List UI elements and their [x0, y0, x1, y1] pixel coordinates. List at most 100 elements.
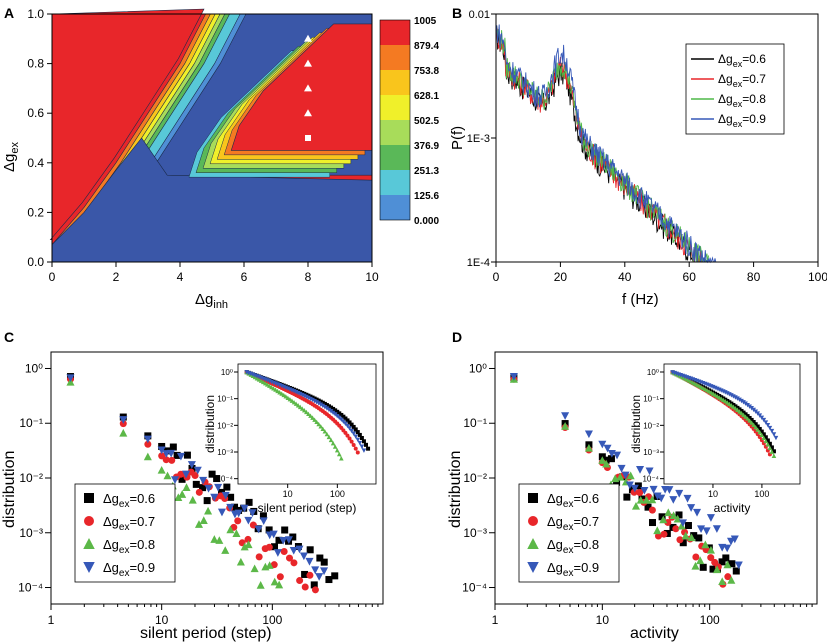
- square-marker: [305, 135, 311, 141]
- square-marker: [763, 435, 768, 440]
- square-marker: [728, 560, 736, 568]
- legend-sub: ex: [733, 99, 743, 109]
- circle-marker: [664, 518, 672, 526]
- triangle-down-marker: [244, 516, 253, 525]
- square-marker: [213, 475, 221, 483]
- square-marker: [648, 519, 656, 527]
- square-marker: [751, 420, 756, 425]
- triangle-down-marker: [734, 561, 743, 570]
- colorbar-label: 376.9: [414, 141, 439, 152]
- square-marker: [767, 441, 772, 446]
- triangle-up-marker: [302, 408, 307, 413]
- legend-value: =0.9: [742, 112, 766, 126]
- square-marker: [169, 443, 177, 451]
- triangle-down-marker: [312, 398, 317, 404]
- triangle-down-marker: [730, 535, 739, 544]
- x-tick-label: 10: [596, 613, 610, 627]
- panel-a-heatmap: 0 2 4 6 8 10 0.0 0.2 0.4 0.6 0.8 1.0 Δginh Δgex 100…: [1, 7, 439, 311]
- triangle-down-marker: [347, 426, 352, 431]
- colorbar-label: 0.000: [414, 216, 439, 227]
- triangle-down-marker: [311, 566, 320, 575]
- y-tick-label: 0.0: [27, 255, 44, 269]
- y-tick-label: 10⁻⁴: [462, 581, 487, 595]
- legend-sub: ex: [563, 499, 574, 510]
- x-tick-label: 4: [177, 270, 184, 284]
- legend-sub: ex: [119, 522, 130, 533]
- triangle-up-marker: [182, 483, 191, 491]
- x-tick-label: 1: [48, 613, 55, 627]
- triangle-down-marker: [199, 476, 208, 485]
- x-tick-label: 60: [683, 270, 697, 284]
- legend-name: Δg: [718, 92, 733, 106]
- triangle-down-marker: [170, 476, 180, 484]
- square-marker: [634, 482, 642, 490]
- panel-c-xlabel: silent period (step): [140, 625, 272, 642]
- triangle-up-marker: [648, 495, 657, 504]
- y-tick-label: 1E-4: [467, 257, 490, 269]
- triangle-up-marker: [767, 445, 773, 451]
- triangle-down-marker: [345, 423, 350, 429]
- colorbar-swatch: [380, 120, 410, 145]
- legend-label: Δgex=0.6: [718, 52, 766, 69]
- triangle-up-marker: [739, 410, 744, 416]
- colorbar-frame: [379, 19, 411, 221]
- x-tick-label: 1: [492, 613, 499, 627]
- triangle-down-marker: [630, 484, 639, 493]
- legend-sub: ex: [563, 568, 574, 579]
- square-marker: [312, 396, 317, 401]
- legend-name: Δg: [547, 514, 563, 529]
- x-tick-label: 20: [554, 270, 568, 284]
- triangle-up-marker: [250, 564, 259, 573]
- triangle-down-marker: [561, 412, 570, 420]
- square-marker: [341, 414, 346, 419]
- inset-x-tick-label: 10: [283, 489, 293, 499]
- square-marker: [355, 430, 360, 435]
- square-marker: [314, 397, 319, 402]
- colorbar-label: 502.5: [414, 116, 439, 127]
- triangle-down-marker: [315, 573, 324, 581]
- inset-y-tick-label: 10⁻⁴: [216, 475, 233, 484]
- square-marker: [208, 470, 216, 478]
- triangle-up-marker: [314, 419, 319, 424]
- square-marker: [695, 534, 703, 542]
- triangle-down-marker: [349, 428, 354, 434]
- triangle-up-marker: [299, 406, 305, 411]
- triangle-up-marker: [727, 576, 736, 584]
- circle-marker: [270, 561, 278, 569]
- triangle-down-marker: [640, 486, 649, 495]
- legend-sub: ex: [119, 499, 130, 510]
- circle-marker: [144, 440, 152, 448]
- square-marker: [361, 439, 366, 444]
- triangle-down-marker: [613, 451, 622, 460]
- triangle-up-marker: [753, 424, 758, 430]
- triangle-up-marker: [626, 471, 635, 480]
- circle-marker: [630, 488, 638, 496]
- triangle-down-marker: [176, 452, 185, 461]
- square-marker: [218, 488, 226, 496]
- circle-marker: [351, 443, 356, 448]
- square-marker: [308, 394, 313, 399]
- triangle-down-marker: [759, 415, 765, 420]
- square-marker: [623, 493, 631, 501]
- triangle-down-marker: [332, 412, 338, 417]
- triangle-down-marker: [355, 437, 361, 442]
- legend-value: =0.7: [742, 72, 766, 86]
- colorbar-swatch: [380, 70, 410, 95]
- triangle-up-marker: [664, 508, 673, 517]
- triangle-down-marker: [182, 470, 191, 479]
- triangle-up-marker: [706, 545, 715, 554]
- square-marker: [333, 408, 338, 413]
- triangle-up-marker: [320, 426, 326, 431]
- circle-marker: [707, 554, 715, 562]
- square-marker: [271, 543, 279, 551]
- panel-d-xlabel: activity: [630, 625, 679, 642]
- triangle-down-marker: [269, 530, 278, 539]
- y-tick-label: 10⁻²: [19, 471, 43, 485]
- circle-marker: [306, 571, 314, 579]
- inset-xlabel: silent period (step): [258, 501, 357, 515]
- triangle-up-marker: [310, 415, 315, 420]
- square-marker: [178, 475, 186, 483]
- triangle-up-marker: [687, 533, 696, 542]
- y-tick-label: 10⁻³: [19, 526, 43, 540]
- triangle-down-marker: [322, 404, 328, 410]
